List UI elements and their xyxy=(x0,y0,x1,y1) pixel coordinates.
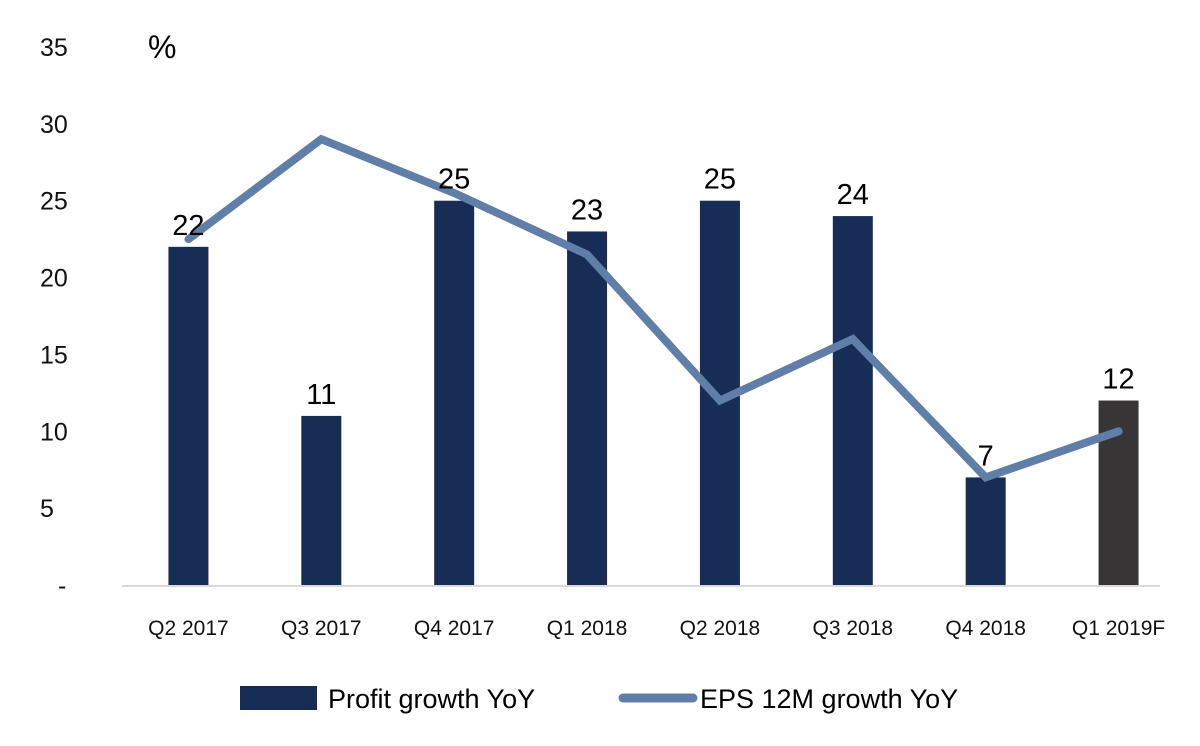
bar-data-label: 25 xyxy=(704,164,736,196)
x-tick-label: Q3 2017 xyxy=(281,617,362,640)
y-tick-label: 25 xyxy=(40,188,68,216)
x-tick-label: Q3 2018 xyxy=(813,617,894,640)
legend-swatch-profit-growth xyxy=(240,686,317,710)
bar-data-label: 22 xyxy=(172,210,204,242)
bar-q3-2017 xyxy=(301,415,342,585)
bar-q4-2018 xyxy=(965,477,1006,585)
eps-growth-line xyxy=(184,134,1123,483)
bar-data-label: 24 xyxy=(837,179,869,211)
y-tick-label: 30 xyxy=(40,111,68,139)
bar-data-label: 7 xyxy=(978,440,994,472)
line-series-eps-growth xyxy=(184,134,1123,483)
x-tick-label: Q4 2018 xyxy=(945,617,1026,640)
x-tick-label: Q2 2017 xyxy=(148,617,229,640)
legend-label-eps-growth: EPS 12M growth YoY xyxy=(700,684,958,714)
y-tick-label: 20 xyxy=(40,265,68,293)
y-tick-label: 15 xyxy=(40,341,68,369)
x-axis: Q2 2017 Q3 2017 Q4 2017 Q1 2018 Q2 2018 Q3 20… xyxy=(148,617,1165,640)
y-axis: - 5 10 15 20 25 30 35 xyxy=(40,34,68,600)
bar-q1-2018 xyxy=(567,231,608,585)
bar-q4-2017 xyxy=(434,200,475,585)
bar-data-label: 23 xyxy=(571,194,603,226)
x-tick-label: Q1 2019F xyxy=(1072,617,1165,640)
y-tick-label: 5 xyxy=(40,495,54,523)
bar-series-profit-growth xyxy=(168,200,1139,586)
bar-data-label: 11 xyxy=(306,379,336,411)
y-tick-label: 35 xyxy=(40,34,68,62)
x-tick-label: Q2 2018 xyxy=(680,617,761,640)
y-tick-label: 10 xyxy=(40,418,68,446)
bar-data-labels: 22 11 25 23 25 24 7 12 xyxy=(172,164,1134,473)
y-tick-label: - xyxy=(58,572,66,600)
bar-q2-2017 xyxy=(168,246,209,586)
x-tick-label: Q4 2017 xyxy=(414,617,495,640)
bar-data-label: 25 xyxy=(438,164,470,196)
legend: Profit growth YoY EPS 12M growth YoY xyxy=(240,684,958,714)
x-tick-label: Q1 2018 xyxy=(547,617,628,640)
legend-label-profit-growth: Profit growth YoY xyxy=(328,684,535,714)
bar-q3-2018 xyxy=(832,216,873,586)
bar-data-label: 12 xyxy=(1102,364,1134,396)
y-unit-label: % xyxy=(148,29,176,65)
